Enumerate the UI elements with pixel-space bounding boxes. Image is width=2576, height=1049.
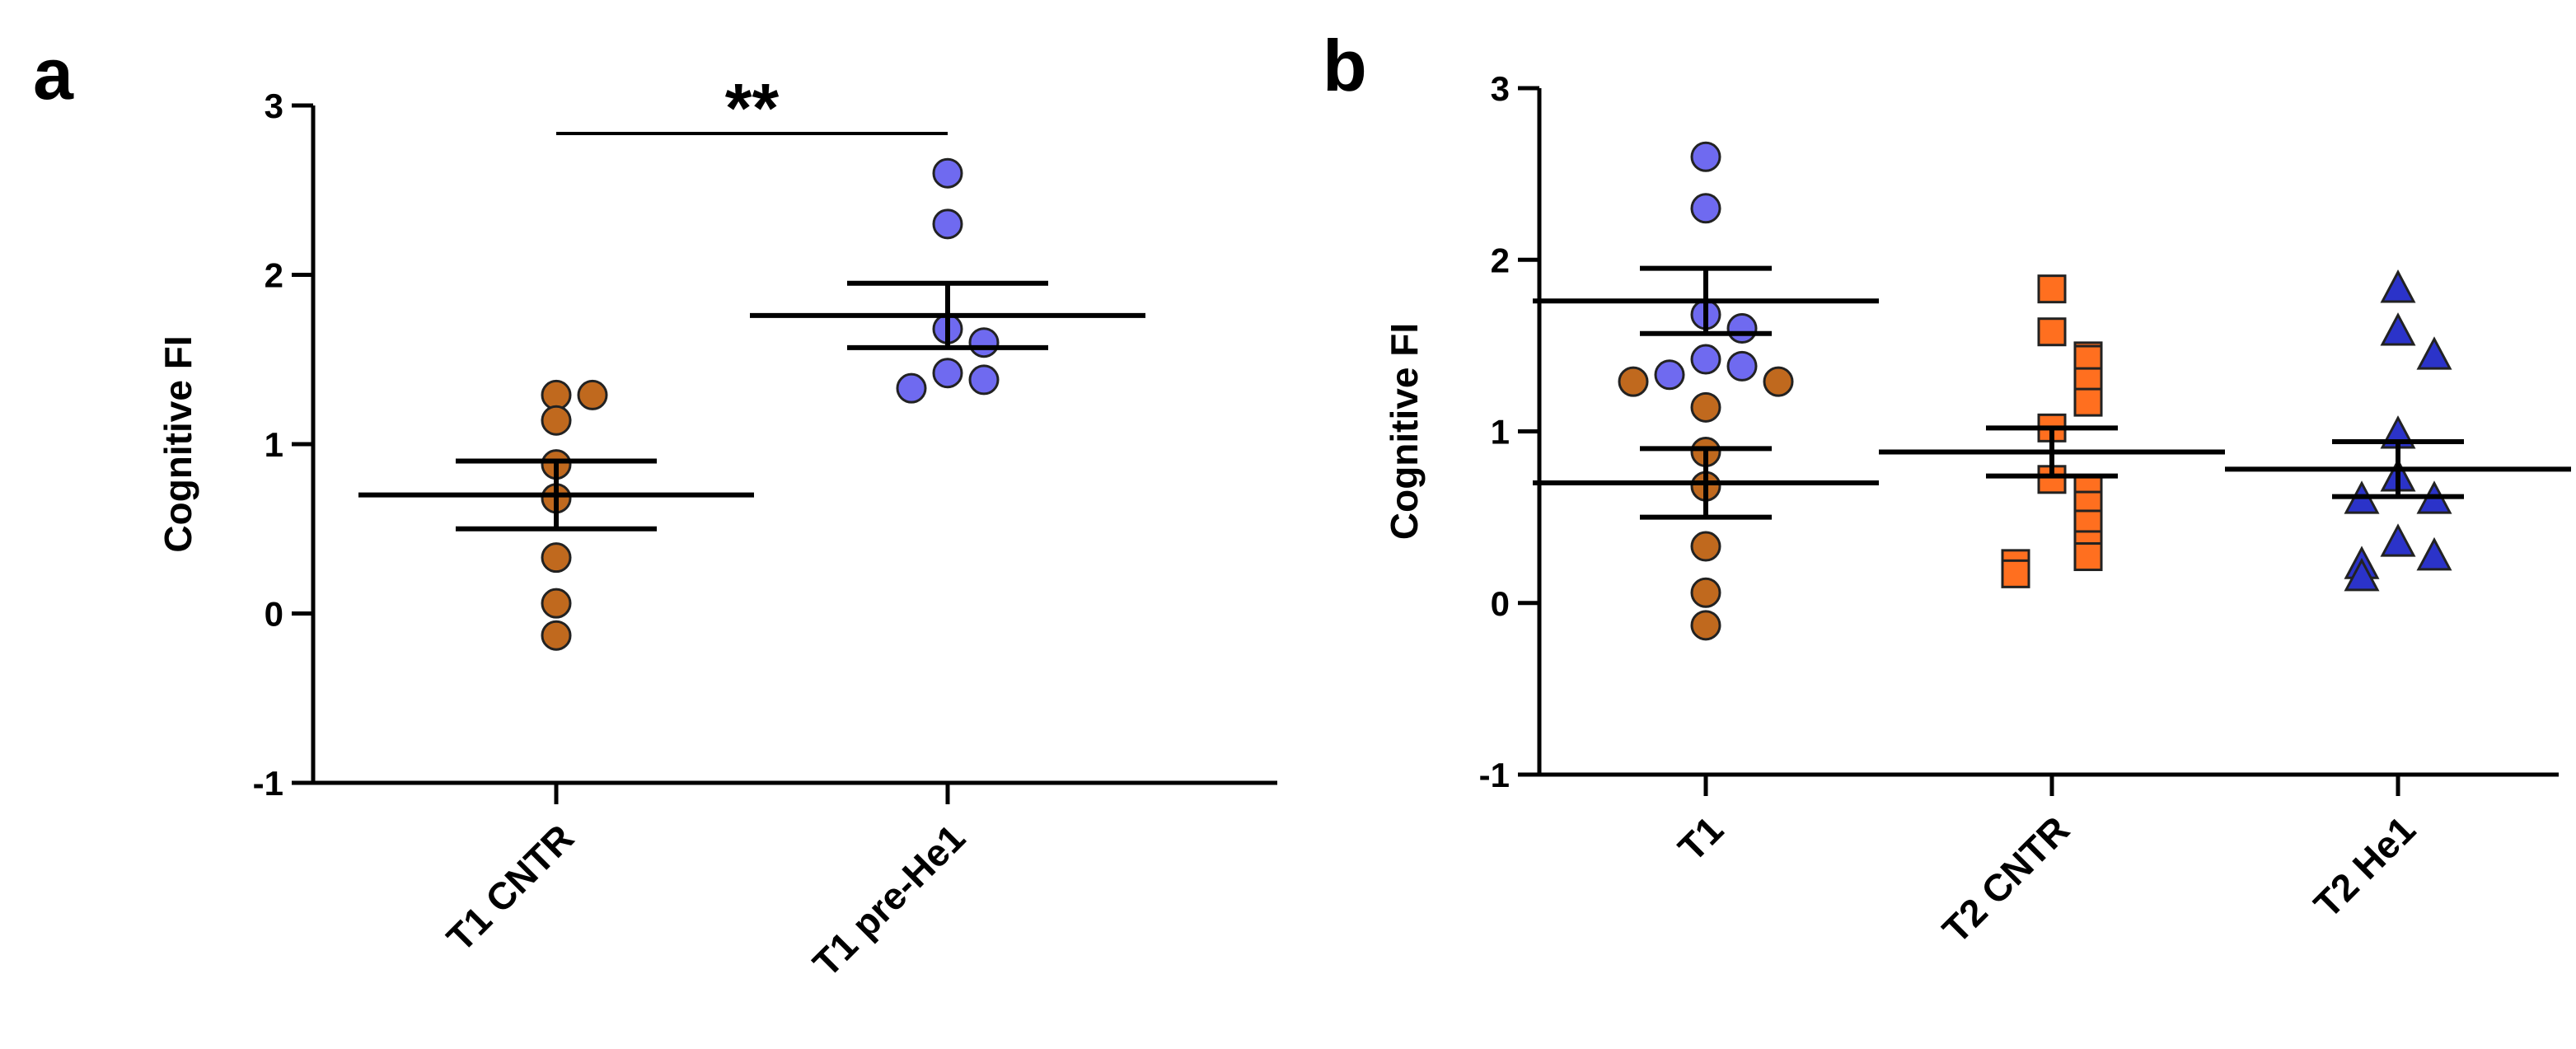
y-tick-label: 0 (265, 595, 283, 634)
y-axis-label: Cognitive FI (157, 335, 199, 552)
data-point (2380, 269, 2416, 303)
x-tick-label: T1 CNTR (438, 816, 582, 959)
y-tick-label: 3 (1491, 69, 1510, 108)
data-point (2073, 542, 2103, 572)
data-point (541, 379, 572, 410)
y-tick-label: 2 (265, 256, 283, 295)
data-point (1654, 359, 1685, 391)
data-point (541, 542, 572, 574)
y-tick-label: 3 (265, 87, 283, 125)
data-point (1690, 577, 1721, 608)
data-point (932, 358, 963, 389)
x-tick-label: T1 (1670, 808, 1731, 869)
data-point (1726, 313, 1758, 344)
data-point (1690, 344, 1721, 375)
data-point (968, 327, 1000, 358)
data-point (2416, 536, 2452, 571)
data-point (2037, 317, 2067, 347)
data-point (2344, 557, 2380, 592)
data-point (577, 379, 608, 410)
data-point (541, 588, 572, 619)
panel-b-label: b (1323, 25, 1367, 106)
x-tick-label: T2 CNTR (1934, 808, 2077, 951)
panel-a-chart: -1 0 1 2 3 Cognitive FI T1 CNTR T1 pre-He1 ** (157, 69, 1277, 985)
y-tick-label: 1 (265, 425, 283, 464)
y-tick-label: -1 (253, 764, 283, 803)
data-point (1690, 193, 1721, 224)
data-point (2073, 387, 2103, 417)
data-point (1618, 366, 1649, 397)
y-axis-label: Cognitive FI (1383, 323, 1426, 540)
panel-b-chart: -1 0 1 2 3 Cognitive FI T1 T2 CNTR T2 He1 (1383, 69, 2571, 951)
x-tick-label: T2 He1 (2306, 808, 2424, 925)
data-point (541, 405, 572, 436)
panel-a-label: a (33, 33, 74, 115)
data-point (968, 364, 1000, 396)
data-point (1690, 531, 1721, 562)
data-point (1690, 141, 1721, 172)
x-tick-label: T1 pre-He1 (804, 816, 973, 985)
significance-label: ** (725, 69, 780, 147)
y-tick-label: 2 (1491, 241, 1510, 279)
data-point (932, 157, 963, 189)
data-point (2001, 559, 2030, 588)
data-point (1726, 350, 1758, 382)
data-point (2380, 312, 2416, 346)
data-point (2037, 274, 2067, 304)
data-point (896, 372, 927, 404)
data-point (1690, 610, 1721, 641)
data-point (2416, 336, 2452, 370)
y-tick-label: -1 (1479, 756, 1510, 794)
data-point (1763, 366, 1794, 397)
y-tick-label: 1 (1491, 413, 1510, 452)
data-point (2380, 523, 2416, 557)
data-point (932, 208, 963, 240)
data-point (1690, 391, 1721, 423)
data-point (541, 620, 572, 651)
y-tick-label: 0 (1491, 584, 1510, 623)
